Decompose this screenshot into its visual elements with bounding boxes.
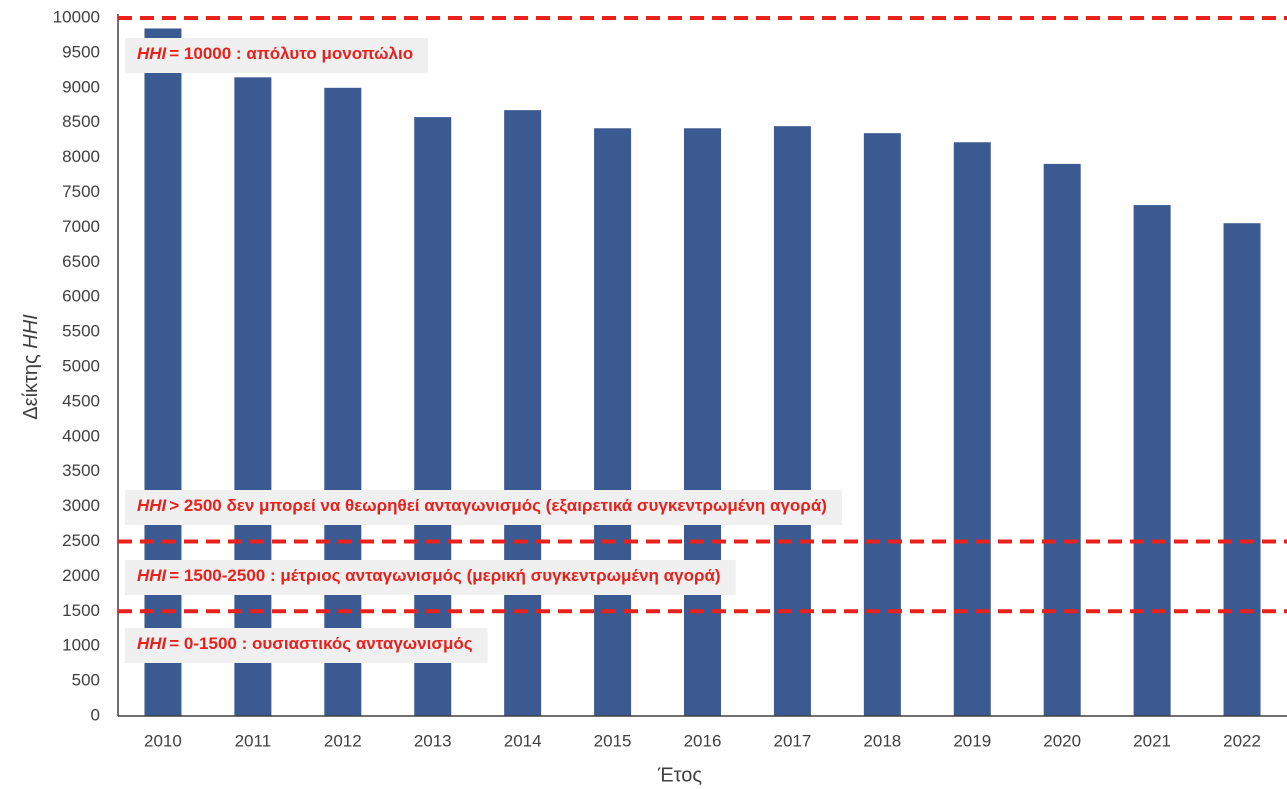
y-tick-label: 3500 bbox=[62, 461, 100, 480]
bar bbox=[594, 128, 632, 716]
y-tick-label: 1000 bbox=[62, 636, 100, 655]
y-tick-label: 8000 bbox=[62, 147, 100, 166]
x-tick-label: 2014 bbox=[504, 731, 542, 750]
bar bbox=[773, 126, 811, 716]
bar bbox=[234, 77, 272, 716]
annotation-body: = 1500-2500 : μέτριος ανταγωνισμός (μερι… bbox=[169, 566, 720, 585]
annotation: HHI > 2500 δεν μπορεί να θεωρηθεί ανταγων… bbox=[125, 490, 842, 525]
bar bbox=[144, 28, 182, 717]
y-tick-label: 4500 bbox=[62, 391, 100, 410]
x-tick-label: 2016 bbox=[684, 731, 722, 750]
x-tick-label: 2017 bbox=[774, 731, 812, 750]
y-tick-label: 0 bbox=[91, 705, 100, 724]
bar bbox=[1223, 223, 1261, 716]
y-tick-label: 9000 bbox=[62, 77, 100, 96]
x-axis-label: Έτος bbox=[657, 764, 702, 786]
y-axis-label: Δείκτης HHI bbox=[20, 314, 42, 420]
bar bbox=[504, 110, 542, 717]
annotation-box bbox=[125, 628, 488, 663]
annotation-text: HHI = 1500-2500 : μέτριος ανταγωνισμός (μ… bbox=[137, 566, 721, 585]
annotation-prefix: HHI bbox=[137, 566, 168, 585]
annotation-box bbox=[125, 490, 842, 525]
annotation-box bbox=[125, 560, 736, 595]
y-tick-label: 7500 bbox=[62, 182, 100, 201]
bar bbox=[1133, 205, 1171, 716]
x-tick-label: 2010 bbox=[144, 731, 182, 750]
y-tick-label: 3000 bbox=[62, 496, 100, 515]
y-tick-label: 7000 bbox=[62, 217, 100, 236]
bar bbox=[1043, 163, 1081, 716]
y-tick-label: 500 bbox=[72, 671, 100, 690]
y-tick-label: 4000 bbox=[62, 426, 100, 445]
annotation: HHI = 10000 : απόλυτο μονοπώλιο bbox=[125, 38, 429, 73]
y-tick-label: 6500 bbox=[62, 252, 100, 271]
x-tick-label: 2012 bbox=[324, 731, 362, 750]
y-tick-label: 6000 bbox=[62, 287, 100, 306]
annotation-box bbox=[125, 38, 429, 73]
x-tick-label: 2011 bbox=[235, 731, 272, 750]
x-tick-label: 2015 bbox=[594, 731, 632, 750]
annotation-body: = 0-1500 : ουσιαστικός ανταγωνισμός bbox=[169, 634, 472, 653]
annotation: HHI = 0-1500 : ουσιαστικός ανταγωνισμός bbox=[125, 628, 488, 663]
annotation-body: > 2500 δεν μπορεί να θεωρηθεί ανταγωνισμ… bbox=[169, 496, 827, 515]
annotation-text: HHI = 0-1500 : ουσιαστικός ανταγωνισμός bbox=[137, 634, 473, 653]
y-tick-label: 5000 bbox=[62, 356, 100, 375]
x-tick-label: 2018 bbox=[863, 731, 901, 750]
annotation-text: HHI = 10000 : απόλυτο μονοπώλιο bbox=[137, 44, 413, 63]
x-tick-label: 2021 bbox=[1133, 731, 1171, 750]
y-tick-label: 9500 bbox=[62, 42, 100, 61]
bar bbox=[863, 133, 901, 717]
y-tick-label: 1500 bbox=[62, 601, 100, 620]
annotation-prefix: HHI bbox=[137, 44, 168, 63]
bar bbox=[953, 142, 991, 716]
annotation-body: = 10000 : απόλυτο μονοπώλιο bbox=[169, 44, 413, 63]
y-tick-label: 2500 bbox=[62, 531, 100, 550]
y-tick-label: 5500 bbox=[62, 322, 100, 341]
x-tick-label: 2020 bbox=[1043, 731, 1081, 750]
bar bbox=[324, 87, 362, 717]
bar bbox=[684, 128, 721, 716]
annotation-prefix: HHI bbox=[137, 634, 168, 653]
annotation-prefix: HHI bbox=[137, 496, 168, 515]
x-tick-label: 2022 bbox=[1223, 731, 1261, 750]
y-axis-label-italic: HHI bbox=[20, 314, 42, 349]
x-tick-label: 2013 bbox=[414, 731, 452, 750]
y-tick-label: 8500 bbox=[62, 112, 100, 131]
y-tick-label: 2000 bbox=[62, 566, 100, 585]
bar bbox=[414, 117, 452, 717]
annotation: HHI = 1500-2500 : μέτριος ανταγωνισμός (μ… bbox=[125, 560, 736, 595]
y-axis-label-text: Δείκτης bbox=[20, 354, 42, 420]
y-tick-label: 10000 bbox=[53, 7, 100, 26]
x-tick-label: 2019 bbox=[953, 731, 991, 750]
annotation-text: HHI > 2500 δεν μπορεί να θεωρηθεί ανταγων… bbox=[137, 496, 827, 515]
